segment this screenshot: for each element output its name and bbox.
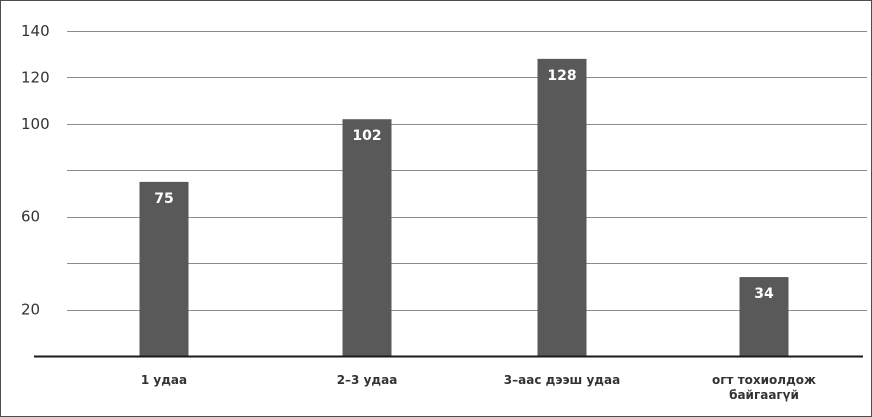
x-tick-label-line: огт тохиолдож: [712, 373, 816, 387]
data-label: 128: [547, 68, 576, 84]
y-tick-label: 100: [21, 115, 50, 133]
y-tick-label: 140: [21, 22, 50, 40]
bar: [139, 181, 189, 356]
x-tick-label: 3–аас дээш удаа: [504, 373, 620, 387]
x-tick-label: огт тохиолдож байгаагүй: [712, 373, 816, 402]
y-tick-label: 120: [21, 68, 50, 86]
x-tick-label-line: 1 удаа: [141, 373, 187, 387]
x-tick-label: 2–3 удаа: [337, 373, 398, 387]
bar: [537, 58, 587, 356]
x-tick-label-line: байгаагүй: [729, 388, 799, 402]
x-tick-label-line: 2–3 удаа: [337, 373, 398, 387]
bar: [342, 119, 392, 356]
y-tick-label: 20: [21, 301, 40, 319]
x-tick-label: 1 удаа: [141, 373, 187, 387]
data-label: 75: [154, 191, 173, 207]
data-label: 34: [754, 286, 774, 302]
bar: [739, 277, 789, 356]
x-tick-label-line: 3–аас дээш удаа: [504, 373, 620, 387]
data-label: 102: [352, 128, 381, 144]
y-tick-label: 60: [21, 208, 40, 226]
